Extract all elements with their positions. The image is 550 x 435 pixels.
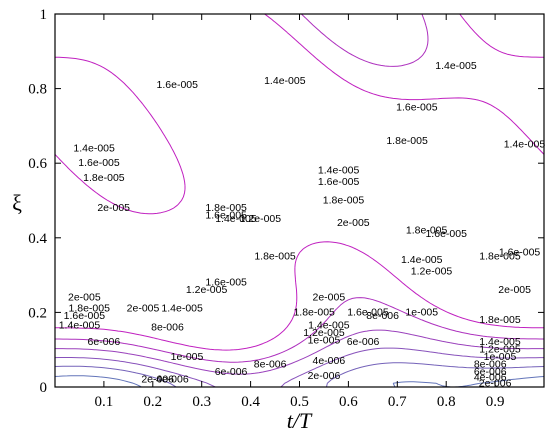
contour-label: 2e-005 bbox=[127, 303, 160, 315]
contour-label: 1.8e-005 bbox=[406, 224, 448, 236]
contour-label: 2e-006 bbox=[141, 374, 174, 386]
contour-label: 2e-005 bbox=[97, 202, 130, 214]
contour-label: 1.4e-005 bbox=[318, 165, 360, 177]
contour-label: 6e-006 bbox=[474, 366, 507, 378]
contour-label: 1.4e-005 bbox=[161, 303, 203, 315]
x-axis-ticks: 0.1 0.2 0.3 0.4 0.5 0.6 0.7 0.8 0.9 bbox=[95, 14, 505, 410]
contour-line bbox=[54, 362, 545, 388]
contour-label: 1.2e-005 bbox=[186, 284, 228, 296]
contour-line bbox=[55, 329, 544, 375]
contour-label: 1.8e-005 bbox=[205, 202, 247, 214]
y-tick-label: 1 bbox=[40, 7, 48, 23]
contour-label: 4e-006 bbox=[312, 355, 345, 367]
contour-label: 1.6e-005 bbox=[396, 101, 438, 113]
contour-label: 2e-005 bbox=[312, 291, 345, 303]
y-tick-label: 0.8 bbox=[28, 82, 47, 98]
contour-label: 6e-006 bbox=[215, 366, 248, 378]
y-axis-ticks: 0 0.2 0.4 0.6 0.8 1 bbox=[28, 7, 544, 396]
y-tick-label: 0.6 bbox=[28, 156, 47, 172]
contour-label: 1.4e-005 bbox=[308, 319, 350, 331]
contour-label: 2e-006 bbox=[308, 370, 341, 382]
contour-label: 1.4e-005 bbox=[264, 75, 306, 87]
y-tick-label: 0.4 bbox=[28, 231, 47, 247]
contour-label: 4e-006 bbox=[474, 372, 507, 384]
contour-label: 1e-005 bbox=[308, 334, 341, 346]
contour-label: 1.2e-005 bbox=[479, 344, 521, 356]
contour-label: 1.4e-005 bbox=[435, 60, 477, 72]
contour-line bbox=[54, 13, 545, 351]
x-axis-label: t/T bbox=[287, 408, 313, 433]
y-axis-label: ξ bbox=[12, 190, 22, 215]
contour-line bbox=[54, 347, 544, 388]
contour-label: 1.4e-005 bbox=[504, 139, 546, 151]
x-tick-label: 0.3 bbox=[192, 394, 211, 410]
contour-line bbox=[54, 375, 545, 388]
y-tick-label: 0 bbox=[40, 380, 48, 396]
contour-label: 6e-006 bbox=[347, 336, 380, 348]
contour-label: 1.4e-005 bbox=[59, 319, 101, 331]
contour-label: 1e-005 bbox=[484, 351, 517, 363]
contour-lines bbox=[54, 13, 545, 388]
contour-label: 8e-006 bbox=[474, 359, 507, 371]
contour-label: 1.4e-005 bbox=[479, 336, 521, 348]
contour-label: 1.6e-005 bbox=[64, 310, 106, 322]
contour-label: 4e-006 bbox=[156, 374, 189, 386]
contour-line bbox=[55, 13, 544, 363]
contour-label: 1.6e-005 bbox=[425, 228, 467, 240]
contour-label: 1.8e-005 bbox=[386, 135, 428, 147]
x-tick-label: 0.7 bbox=[388, 394, 407, 410]
contour-label: 1.8e-005 bbox=[254, 250, 296, 262]
contour-label: 1.6e-005 bbox=[347, 306, 389, 318]
contour-label: 1.4e-005 bbox=[73, 142, 115, 154]
contour-label: 1.6e-005 bbox=[318, 176, 360, 188]
contour-label: 6e-006 bbox=[88, 336, 121, 348]
x-tick-label: 0.1 bbox=[95, 394, 114, 410]
x-tick-label: 0.8 bbox=[437, 394, 456, 410]
contour-label: 2e-005 bbox=[498, 284, 531, 296]
contour-label: 1e-005 bbox=[405, 306, 438, 318]
contour-label: 1.6e-005 bbox=[205, 277, 247, 289]
contour-label: 1.8e-005 bbox=[69, 303, 111, 315]
contour-label: 8e-006 bbox=[151, 321, 184, 333]
contour-label: 1.8e-005 bbox=[479, 314, 521, 326]
contour-label: 1.8e-005 bbox=[293, 306, 335, 318]
contour-label: 8e-006 bbox=[254, 359, 287, 371]
x-tick-label: 0.9 bbox=[486, 394, 505, 410]
contour-labels: 1.6e-005 1.4e-0051.4e-0051.4e-0051.6e-005… bbox=[59, 60, 546, 389]
contour-label: 1.4e-005 bbox=[401, 254, 443, 266]
contour-label: 1.8e-005 bbox=[83, 172, 125, 184]
contour-label: 1.4e-005 bbox=[215, 213, 257, 225]
contour-label: 2e-005 bbox=[68, 291, 101, 303]
x-tick-label: 0.4 bbox=[241, 394, 260, 410]
x-tick-label: 0.5 bbox=[290, 394, 309, 410]
contour-label: 1.2e-005 bbox=[240, 213, 282, 225]
contour-label: 1.8e-005 bbox=[479, 250, 521, 262]
contour-label: 1.6e-005 bbox=[157, 79, 199, 91]
contour-label: 1e-005 bbox=[171, 351, 204, 363]
contour-label: 1.6e-005 bbox=[205, 209, 247, 221]
x-tick-label: 0.2 bbox=[143, 394, 162, 410]
contour-label: 8e-006 bbox=[366, 310, 399, 322]
contour-label: 1.8e-005 bbox=[323, 195, 365, 207]
contour-label: 1.6e-005 bbox=[78, 157, 120, 169]
contour-label: 1.2e-005 bbox=[411, 265, 453, 277]
contour-label: 1.6e-005 bbox=[499, 247, 541, 259]
contour-label: 2e-005 bbox=[337, 217, 370, 229]
x-tick-label: 0.6 bbox=[339, 394, 358, 410]
y-tick-label: 0.2 bbox=[28, 305, 47, 321]
contour-label: 1.2e-005 bbox=[303, 327, 345, 339]
